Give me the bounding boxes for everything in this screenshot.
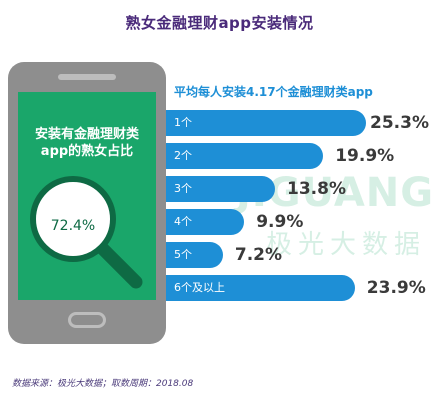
- phone-speaker: [58, 74, 116, 80]
- bar-value-label: 13.8%: [287, 179, 346, 199]
- bar-3: 3个: [166, 176, 276, 202]
- phone-illustration: 安装有金融理财类 app的熟女占比 72.4%: [8, 62, 166, 344]
- watermark-text: 极光大数据: [266, 230, 427, 260]
- bar-value-label: 19.9%: [335, 146, 395, 166]
- share-label-line2: app的熟女占比: [40, 144, 134, 159]
- bar-1: 1个: [166, 110, 366, 136]
- bar-value-label: 7.2%: [234, 245, 283, 265]
- bar-5: 5个: [166, 242, 223, 268]
- bar-value-label: 9.9%: [256, 212, 304, 232]
- bar-category-label: 6个及以上: [174, 281, 225, 294]
- bar-6: 6个及以上: [166, 275, 355, 301]
- phone-home-button: [68, 312, 106, 328]
- source-note: 数据来源：极光大数据；取数周期：2018.08: [12, 379, 194, 389]
- bar-category-label: 2个: [174, 149, 192, 162]
- magnifier-icon: [30, 176, 143, 289]
- bar-category-label: 1个: [174, 116, 192, 129]
- chart-title: 熟女金融理财app安装情况: [125, 14, 314, 32]
- phone-screen: 安装有金融理财类 app的熟女占比 72.4%: [18, 92, 156, 300]
- bar-category-label: 5个: [174, 248, 192, 261]
- share-value: 72.4%: [50, 218, 96, 234]
- bar-chart-title: 平均每人安装4.17个金融理财类app: [174, 85, 373, 99]
- bar-value-label: 23.9%: [366, 278, 426, 298]
- bar-category-label: 3个: [174, 182, 192, 195]
- share-label: 安装有金融理财类 app的熟女占比: [18, 126, 156, 160]
- bar-2: 2个: [166, 143, 324, 169]
- bar-category-label: 4个: [174, 215, 192, 228]
- bar-value-label: 25.3%: [370, 113, 429, 133]
- bar-4: 4个: [166, 209, 245, 235]
- share-label-line1: 安装有金融理财类: [34, 127, 139, 142]
